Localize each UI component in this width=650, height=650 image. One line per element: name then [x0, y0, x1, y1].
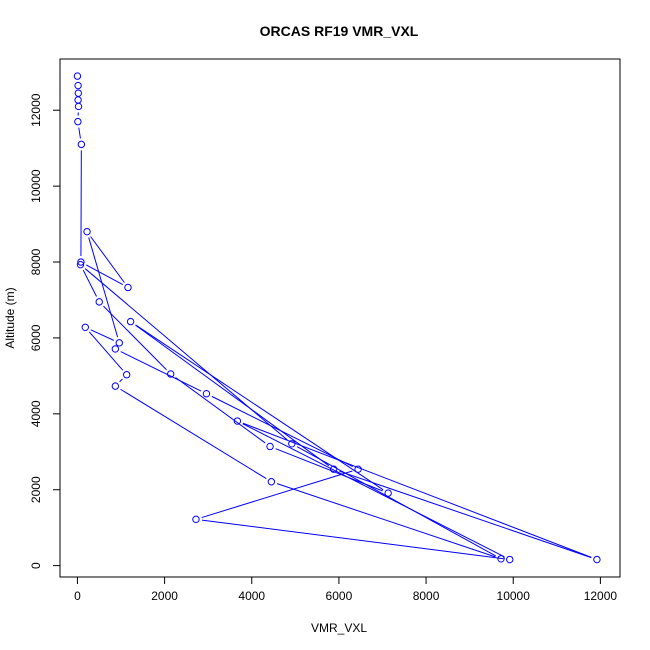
series-line-segment	[84, 268, 288, 441]
y-tick-label: 6000	[29, 324, 43, 351]
series-line-segment	[85, 264, 123, 286]
series-line-segment	[296, 446, 497, 557]
series-line-segment	[88, 237, 119, 338]
series-line-segment	[119, 378, 123, 383]
data-point	[115, 339, 123, 347]
y-tick-label: 12000	[29, 93, 43, 127]
data-point	[74, 102, 83, 111]
series-line-segment	[201, 519, 504, 560]
series-line-segment	[120, 351, 202, 392]
y-tick-label: 4000	[29, 400, 43, 427]
series-line-segment	[242, 422, 592, 558]
data-point	[497, 555, 505, 563]
data-point	[74, 81, 82, 90]
series-line-segment	[201, 470, 353, 519]
series-line-segment	[211, 395, 353, 467]
series-line-segment	[135, 324, 384, 491]
series-line-segment	[88, 331, 124, 371]
y-axis: 0 2000 4000 6000 8000 10000 12000	[29, 93, 61, 569]
series-line-segment	[90, 236, 125, 283]
series-line-segment	[135, 324, 330, 467]
data-point	[166, 370, 175, 378]
x-axis: 0 2000 4000 6000 8000 10000 12000	[74, 576, 618, 603]
series-line-segment	[82, 269, 97, 297]
data-point	[124, 283, 132, 292]
series-layer	[73, 72, 601, 564]
data-point	[266, 442, 274, 451]
x-axis-label: VMR_VXL	[311, 621, 367, 635]
series-line-segment	[90, 329, 115, 341]
data-point	[593, 555, 601, 564]
data-point	[77, 140, 86, 149]
data-point	[83, 227, 91, 236]
x-tick-label: 0	[74, 589, 81, 603]
y-tick-label: 10000	[29, 169, 43, 203]
data-point	[267, 478, 276, 486]
y-tick-label: 0	[29, 562, 43, 569]
data-point	[76, 260, 85, 269]
x-tick-label: 10000	[497, 589, 531, 603]
y-tick-label: 8000	[29, 248, 43, 275]
x-tick-label: 12000	[584, 589, 618, 603]
series-line-segment	[175, 377, 266, 444]
data-point	[74, 89, 83, 97]
series-line-segment	[120, 388, 267, 480]
y-axis-label: Altitude (m)	[3, 287, 17, 348]
series-line-segment	[275, 448, 383, 492]
x-tick-label: 4000	[238, 589, 265, 603]
x-tick-label: 8000	[413, 589, 440, 603]
y-tick-label: 2000	[29, 476, 43, 503]
data-point	[111, 382, 120, 390]
series-line-segment	[78, 127, 81, 139]
data-point	[354, 465, 362, 473]
data-point	[95, 298, 103, 306]
data-point	[202, 390, 211, 398]
data-point	[329, 465, 338, 473]
series-line-segment	[339, 470, 592, 559]
data-point	[73, 72, 82, 80]
data-point	[81, 323, 89, 331]
series-line-segment	[276, 483, 496, 558]
data-point	[288, 440, 296, 448]
x-tick-label: 2000	[151, 589, 178, 603]
data-point	[77, 258, 85, 266]
series-line-segment	[103, 305, 167, 371]
data-point	[126, 317, 135, 326]
data-point	[233, 417, 242, 425]
data-point	[74, 117, 82, 126]
data-point	[192, 515, 200, 524]
chart-title: ORCAS RF19 VMR_VXL	[260, 23, 419, 39]
data-point	[122, 371, 131, 379]
x-tick-label: 6000	[326, 589, 353, 603]
data-point	[384, 489, 392, 497]
data-point	[506, 555, 514, 564]
series-line-segment	[242, 423, 505, 558]
data-point	[74, 96, 82, 104]
data-point	[111, 345, 120, 353]
